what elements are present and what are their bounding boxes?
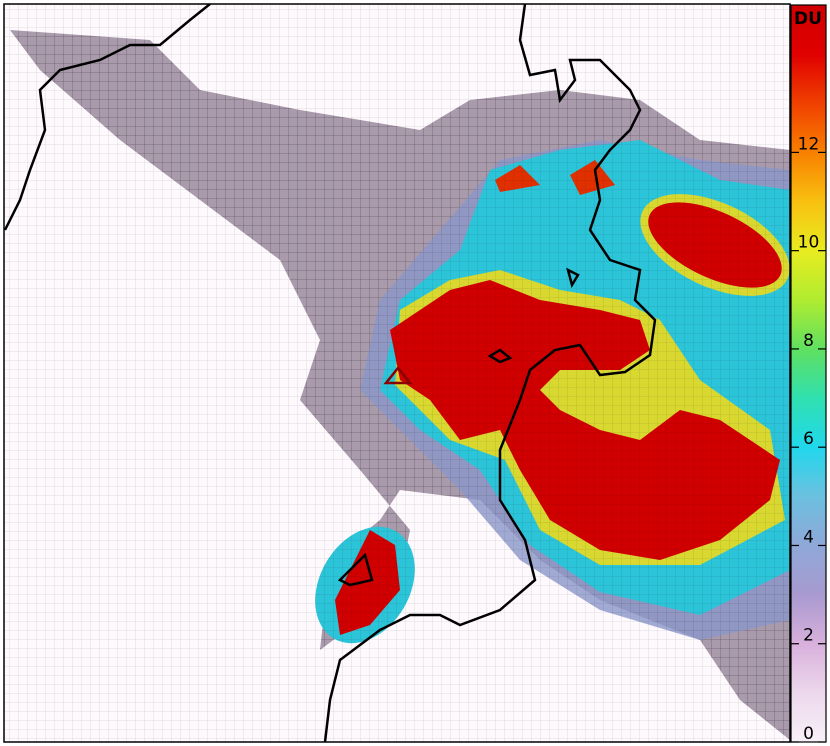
colorbar-tick-label: 2 [803,626,814,646]
colorbar-tick-label: 12 [798,134,820,154]
colorbar-bar [790,4,827,743]
map-area [4,4,790,742]
colorbar-tick-label: 0 [803,724,814,744]
pixel-grid [4,4,790,742]
colorbar-label: DU [794,9,822,29]
colorbar-tick-label: 4 [803,527,814,547]
colorbar-tick-label: 6 [803,429,814,449]
coastlines [4,4,657,742]
colorbar: DU 0 2 4 6 8 10 12 [790,4,827,744]
colorbar-tick-label: 10 [798,233,820,253]
map-frame [3,3,791,743]
volcano-marker [383,365,413,385]
colorbar-tick-label: 8 [803,331,814,351]
